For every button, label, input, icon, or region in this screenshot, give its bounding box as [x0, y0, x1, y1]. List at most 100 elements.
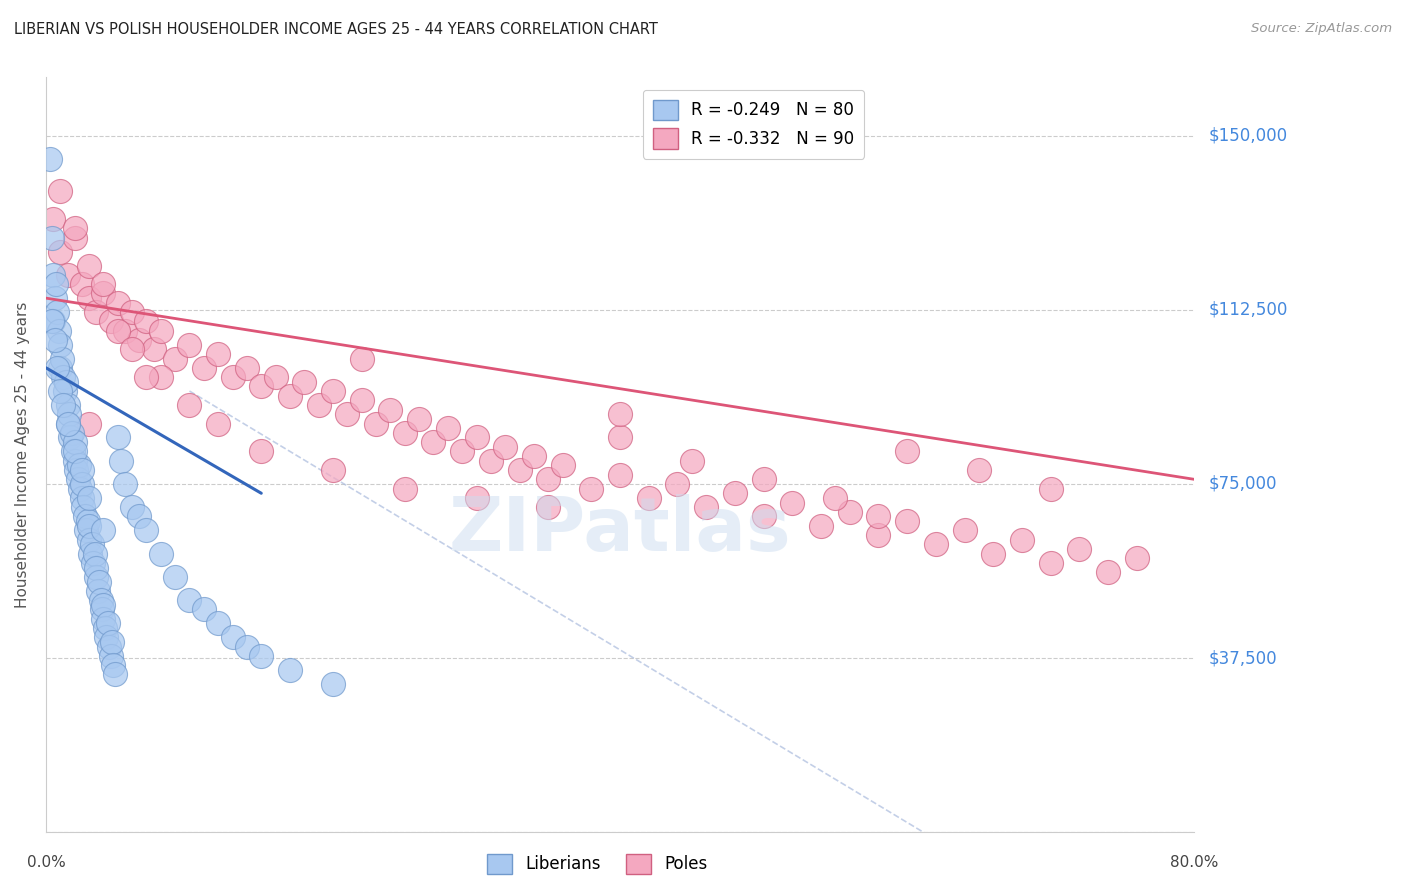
Point — [114, 477, 136, 491]
Point — [100, 314, 122, 328]
Point — [100, 648, 122, 663]
Point — [84, 560, 107, 574]
Point — [86, 583, 108, 598]
Point — [121, 500, 143, 515]
Point — [681, 454, 703, 468]
Point — [810, 518, 832, 533]
Point — [752, 472, 775, 486]
Point — [207, 417, 229, 431]
Point — [142, 343, 165, 357]
Point — [422, 435, 444, 450]
Point — [135, 524, 157, 538]
Point — [49, 384, 72, 398]
Point — [308, 398, 330, 412]
Point — [1039, 482, 1062, 496]
Point — [87, 574, 110, 589]
Point — [46, 360, 69, 375]
Point — [79, 547, 101, 561]
Point — [41, 231, 63, 245]
Point — [551, 458, 574, 473]
Point — [637, 491, 659, 505]
Point — [44, 291, 66, 305]
Point — [107, 430, 129, 444]
Point — [91, 602, 114, 616]
Point — [49, 244, 72, 259]
Point — [824, 491, 846, 505]
Point — [1097, 566, 1119, 580]
Point — [236, 360, 259, 375]
Point — [56, 398, 79, 412]
Point — [49, 360, 72, 375]
Point — [581, 482, 603, 496]
Point — [121, 343, 143, 357]
Point — [98, 640, 121, 654]
Point — [221, 630, 243, 644]
Point — [52, 398, 75, 412]
Text: $112,500: $112,500 — [1208, 301, 1288, 318]
Point — [77, 491, 100, 505]
Point — [45, 277, 67, 292]
Point — [70, 463, 93, 477]
Point — [77, 518, 100, 533]
Point — [896, 444, 918, 458]
Point — [179, 398, 201, 412]
Point — [63, 231, 86, 245]
Point — [278, 663, 301, 677]
Point — [77, 259, 100, 273]
Point — [149, 324, 172, 338]
Text: $150,000: $150,000 — [1208, 127, 1288, 145]
Point — [84, 570, 107, 584]
Point — [451, 444, 474, 458]
Point — [149, 370, 172, 384]
Point — [221, 370, 243, 384]
Point — [83, 547, 105, 561]
Point — [193, 602, 215, 616]
Point — [121, 305, 143, 319]
Point — [55, 375, 77, 389]
Point — [80, 537, 103, 551]
Point — [967, 463, 990, 477]
Y-axis label: Householder Income Ages 25 - 44 years: Householder Income Ages 25 - 44 years — [15, 301, 30, 608]
Point — [96, 630, 118, 644]
Point — [76, 514, 98, 528]
Point — [523, 449, 546, 463]
Point — [868, 528, 890, 542]
Point — [236, 640, 259, 654]
Text: $37,500: $37,500 — [1208, 649, 1277, 667]
Text: LIBERIAN VS POLISH HOUSEHOLDER INCOME AGES 25 - 44 YEARS CORRELATION CHART: LIBERIAN VS POLISH HOUSEHOLDER INCOME AG… — [14, 22, 658, 37]
Point — [752, 509, 775, 524]
Point — [1125, 551, 1147, 566]
Point — [128, 509, 150, 524]
Point — [165, 570, 187, 584]
Point — [465, 430, 488, 444]
Point — [42, 268, 65, 282]
Point — [89, 593, 111, 607]
Point — [494, 440, 516, 454]
Point — [49, 337, 72, 351]
Point — [350, 393, 373, 408]
Point — [110, 454, 132, 468]
Point — [93, 286, 115, 301]
Point — [350, 351, 373, 366]
Point — [1011, 533, 1033, 547]
Point — [114, 324, 136, 338]
Point — [250, 379, 273, 393]
Text: 0.0%: 0.0% — [27, 855, 65, 870]
Point — [322, 677, 344, 691]
Point — [609, 407, 631, 421]
Point — [193, 360, 215, 375]
Point — [1039, 556, 1062, 570]
Point — [336, 407, 359, 421]
Point — [509, 463, 531, 477]
Point — [65, 463, 87, 477]
Point — [380, 402, 402, 417]
Point — [52, 370, 75, 384]
Point — [135, 370, 157, 384]
Point — [179, 337, 201, 351]
Point — [782, 495, 804, 509]
Point — [292, 375, 315, 389]
Point — [42, 212, 65, 227]
Point — [63, 221, 86, 235]
Point — [70, 491, 93, 505]
Point — [70, 477, 93, 491]
